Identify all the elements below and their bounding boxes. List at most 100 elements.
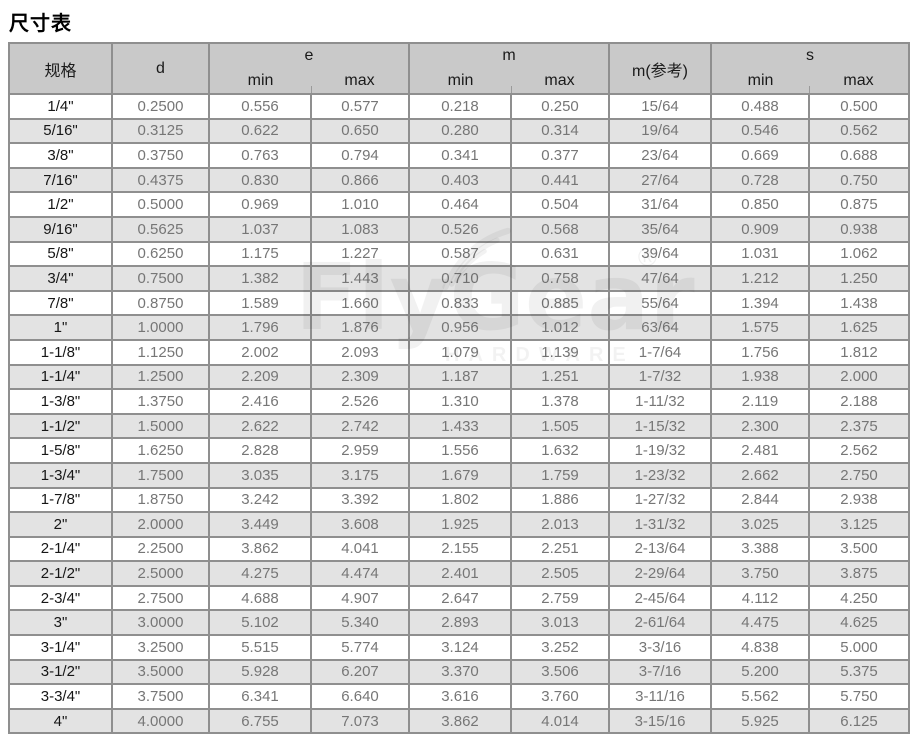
value-cell: 1.037 bbox=[208, 215, 312, 243]
value-cell: 1-27/32 bbox=[608, 486, 713, 514]
value-cell: 2.209 bbox=[208, 363, 312, 391]
value-cell: 1.0000 bbox=[111, 314, 210, 341]
spec-cell: 9/16" bbox=[8, 215, 113, 243]
value-cell: 2.481 bbox=[710, 437, 811, 464]
value-cell: 23/64 bbox=[608, 142, 713, 169]
value-cell: 1.139 bbox=[509, 338, 611, 366]
value-cell: 0.2500 bbox=[111, 93, 210, 120]
value-cell: 2.893 bbox=[408, 609, 512, 637]
value-cell: 1-7/64 bbox=[608, 338, 713, 366]
value-cell: 5.340 bbox=[310, 609, 410, 637]
value-cell: 3.760 bbox=[509, 683, 611, 710]
value-cell: 0.669 bbox=[710, 142, 811, 169]
spec-cell: 3/4" bbox=[8, 265, 113, 292]
spec-cell: 1-7/8" bbox=[8, 486, 113, 514]
value-cell: 1.625 bbox=[808, 314, 911, 341]
spec-cell: 3/8" bbox=[8, 142, 113, 169]
value-cell: 3.7500 bbox=[111, 683, 210, 710]
table-row: 1-1/4" 1.2500 2.209 2.309 1.187 1.251 1-7/32 1.… bbox=[8, 363, 911, 391]
value-cell: 2-13/64 bbox=[608, 535, 713, 563]
value-cell: 1.012 bbox=[509, 314, 611, 341]
value-cell: 1.632 bbox=[509, 437, 611, 464]
value-cell: 5.000 bbox=[808, 634, 911, 661]
value-cell: 63/64 bbox=[608, 314, 713, 341]
value-cell: 1.556 bbox=[408, 437, 512, 464]
value-cell: 4.041 bbox=[310, 535, 410, 563]
value-cell: 0.6250 bbox=[111, 240, 210, 268]
value-cell: 5.774 bbox=[310, 634, 410, 661]
table-row: 3/8" 0.3750 0.763 0.794 0.341 0.377 23/64 0.669… bbox=[8, 142, 911, 169]
value-cell: 0.758 bbox=[509, 265, 611, 292]
value-cell: 1.1250 bbox=[111, 338, 210, 366]
table-row: 1/2" 0.5000 0.969 1.010 0.464 0.504 31/64 0.850… bbox=[8, 191, 911, 218]
value-cell: 2.375 bbox=[808, 412, 911, 440]
value-cell: 0.763 bbox=[208, 142, 312, 169]
dimension-table: 规格 d e m m(参考) s min max min max min max… bbox=[8, 42, 911, 735]
value-cell: 1-19/32 bbox=[608, 437, 713, 464]
value-cell: 4.474 bbox=[310, 560, 410, 587]
header-s-max: max bbox=[809, 68, 910, 94]
spec-cell: 7/8" bbox=[8, 289, 113, 317]
table-row: 2-1/2" 2.5000 4.275 4.474 2.401 2.505 2-29/64 3… bbox=[8, 560, 911, 587]
header-e-min: min bbox=[208, 68, 311, 94]
value-cell: 1.589 bbox=[208, 289, 312, 317]
value-cell: 6.125 bbox=[808, 707, 911, 735]
spec-cell: 1" bbox=[8, 314, 113, 341]
value-cell: 0.3125 bbox=[111, 117, 210, 145]
header-m-min: min bbox=[408, 68, 511, 94]
value-cell: 0.441 bbox=[509, 166, 611, 194]
value-cell: 3-3/16 bbox=[608, 634, 713, 661]
value-cell: 2.119 bbox=[710, 388, 811, 415]
value-cell: 0.969 bbox=[208, 191, 312, 218]
value-cell: 4.475 bbox=[710, 609, 811, 637]
value-cell: 0.7500 bbox=[111, 265, 210, 292]
spec-cell: 2-1/2" bbox=[8, 560, 113, 587]
header-e: e bbox=[208, 43, 409, 68]
value-cell: 55/64 bbox=[608, 289, 713, 317]
value-cell: 0.464 bbox=[408, 191, 512, 218]
table-row: 3-1/2" 3.5000 5.928 6.207 3.370 3.506 3-7/16 5.… bbox=[8, 658, 911, 686]
value-cell: 1.175 bbox=[208, 240, 312, 268]
value-cell: 0.885 bbox=[509, 289, 611, 317]
value-cell: 0.8750 bbox=[111, 289, 210, 317]
value-cell: 1-15/32 bbox=[608, 412, 713, 440]
value-cell: 3.500 bbox=[808, 535, 911, 563]
value-cell: 2.562 bbox=[808, 437, 911, 464]
value-cell: 0.866 bbox=[310, 166, 410, 194]
value-cell: 4.275 bbox=[208, 560, 312, 587]
value-cell: 1.7500 bbox=[111, 461, 210, 489]
spec-cell: 3-1/2" bbox=[8, 658, 113, 686]
value-cell: 2.251 bbox=[509, 535, 611, 563]
value-cell: 3.506 bbox=[509, 658, 611, 686]
value-cell: 0.728 bbox=[710, 166, 811, 194]
value-cell: 2.309 bbox=[310, 363, 410, 391]
value-cell: 0.830 bbox=[208, 166, 312, 194]
table-header: 规格 d e m m(参考) s min max min max min max bbox=[9, 43, 910, 94]
value-cell: 3.252 bbox=[509, 634, 611, 661]
spec-cell: 3" bbox=[8, 609, 113, 637]
value-cell: 5.925 bbox=[710, 707, 811, 735]
spec-cell: 1-1/2" bbox=[8, 412, 113, 440]
value-cell: 6.640 bbox=[310, 683, 410, 710]
table-row: 1-3/4" 1.7500 3.035 3.175 1.679 1.759 1-23/32 2… bbox=[8, 461, 911, 489]
value-cell: 3.750 bbox=[710, 560, 811, 587]
value-cell: 4.250 bbox=[808, 584, 911, 612]
value-cell: 0.504 bbox=[509, 191, 611, 218]
value-cell: 1.938 bbox=[710, 363, 811, 391]
spec-cell: 3-3/4" bbox=[8, 683, 113, 710]
value-cell: 2.000 bbox=[808, 363, 911, 391]
table-row: 2-1/4" 2.2500 3.862 4.041 2.155 2.251 2-13/64 3… bbox=[8, 535, 911, 563]
table-row: 1-5/8" 1.6250 2.828 2.959 1.556 1.632 1-19/32 2… bbox=[8, 437, 911, 464]
table-row: 3" 3.0000 5.102 5.340 2.893 3.013 2-61/64 4.475… bbox=[8, 609, 911, 637]
value-cell: 3.125 bbox=[808, 511, 911, 538]
value-cell: 1.8750 bbox=[111, 486, 210, 514]
value-cell: 0.403 bbox=[408, 166, 512, 194]
spec-cell: 5/16" bbox=[8, 117, 113, 145]
value-cell: 3.124 bbox=[408, 634, 512, 661]
value-cell: 0.587 bbox=[408, 240, 512, 268]
value-cell: 0.526 bbox=[408, 215, 512, 243]
value-cell: 1.212 bbox=[710, 265, 811, 292]
header-e-max: max bbox=[311, 68, 409, 94]
value-cell: 2.002 bbox=[208, 338, 312, 366]
